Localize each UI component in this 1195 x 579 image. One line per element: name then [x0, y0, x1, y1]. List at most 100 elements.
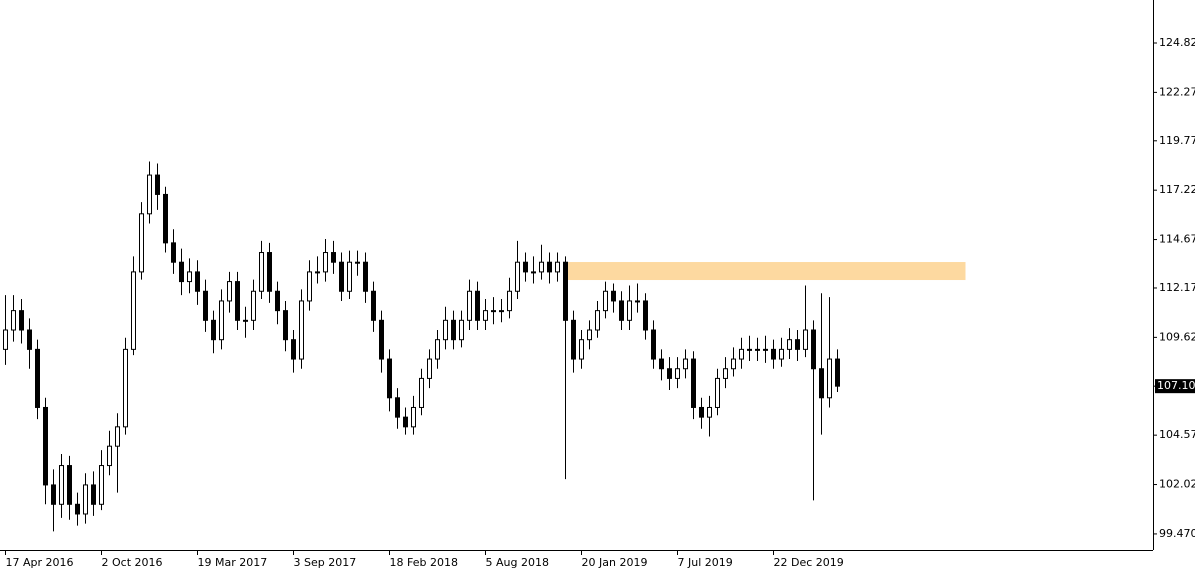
candle-body: [19, 310, 24, 331]
y-tick-label: 117.22: [1159, 183, 1195, 196]
candle-body: [11, 310, 16, 331]
candle-body: [483, 310, 488, 321]
candle-body: [419, 377, 424, 408]
candle-body: [187, 271, 192, 283]
y-tick-label: 114.67: [1159, 233, 1195, 246]
candle-body: [491, 310, 496, 313]
candle-body: [307, 271, 312, 302]
candle-body: [275, 290, 280, 312]
candle-body: [579, 339, 584, 360]
candle-body: [475, 290, 480, 321]
y-tick-label: 119.77: [1159, 134, 1195, 147]
candle-body: [3, 329, 8, 350]
candle-body: [779, 348, 784, 360]
x-tick-label: 2 Oct 2016: [102, 556, 163, 569]
x-tick-label: 7 Jul 2019: [678, 556, 733, 569]
candle-body: [723, 368, 728, 379]
x-tick-label: 5 Aug 2018: [486, 556, 549, 569]
candle-body: [195, 271, 200, 292]
candle-body: [171, 242, 176, 263]
candle-body: [763, 348, 768, 351]
candle-body: [99, 465, 104, 505]
candle-body: [283, 310, 288, 341]
candle-body: [787, 339, 792, 350]
candle-body: [563, 261, 568, 321]
candle-body: [331, 252, 336, 263]
candle-body: [499, 310, 504, 313]
candle-body: [443, 319, 448, 341]
candle-body: [531, 271, 536, 274]
x-tick-label: 20 Jan 2019: [582, 556, 648, 569]
candle-body: [611, 290, 616, 302]
x-tick-label: 22 Dec 2019: [774, 556, 844, 569]
candle-body: [43, 406, 48, 486]
candle-body: [219, 300, 224, 341]
candle-body: [771, 348, 776, 360]
candle-body: [379, 319, 384, 360]
candle-body: [747, 348, 752, 351]
candle-body: [291, 339, 296, 360]
candle-body: [107, 445, 112, 467]
candle-body: [547, 261, 552, 273]
candle-body: [459, 319, 464, 341]
x-tick-label: 18 Feb 2018: [390, 556, 458, 569]
candle-body: [363, 261, 368, 292]
candle-body: [515, 261, 520, 292]
y-tick-label: 124.82: [1159, 36, 1195, 49]
candle-body: [795, 339, 800, 350]
y-tick-label: 99.470: [1159, 527, 1195, 540]
y-tick-label: 102.02: [1159, 478, 1195, 491]
candle-body: [395, 397, 400, 418]
candle-body: [659, 358, 664, 370]
candle-body: [603, 290, 608, 312]
x-tick-label: 3 Sep 2017: [294, 556, 357, 569]
candle-body: [427, 358, 432, 379]
candle-body: [83, 484, 88, 515]
candle-body: [339, 261, 344, 292]
zone: [563, 262, 966, 281]
candle-body: [451, 319, 456, 341]
candle-body: [571, 319, 576, 360]
x-tick-label: 19 Mar 2017: [198, 556, 268, 569]
y-tick-label: 122.27: [1159, 85, 1195, 98]
candle-body: [371, 290, 376, 321]
candle-body: [715, 377, 720, 408]
candle-body: [203, 290, 208, 321]
candle-body: [411, 406, 416, 428]
candle-body: [323, 252, 328, 273]
candle-body: [179, 261, 184, 283]
candle-body: [387, 358, 392, 399]
candle-body: [347, 261, 352, 292]
candle-body: [803, 329, 808, 350]
candle-body: [731, 358, 736, 370]
candle-body: [267, 252, 272, 292]
candle-body: [595, 310, 600, 331]
candle-body: [211, 319, 216, 341]
candle-body: [163, 193, 168, 244]
candle-body: [59, 465, 64, 505]
candle-body: [699, 406, 704, 418]
candle-body: [227, 281, 232, 302]
y-tick-label: 112.17: [1159, 281, 1195, 294]
last-price-box: [1155, 379, 1195, 394]
candle-body: [35, 348, 40, 408]
candle-body: [27, 329, 32, 350]
candle-body: [299, 300, 304, 360]
candle-body: [587, 329, 592, 341]
candle-body: [523, 261, 528, 273]
candle-body: [131, 271, 136, 350]
candle-body: [819, 368, 824, 399]
candle-body: [147, 174, 152, 215]
candle-body: [315, 271, 320, 274]
candle-body: [555, 261, 560, 273]
candle-body: [251, 290, 256, 321]
candle-body: [355, 261, 360, 264]
candle-body: [755, 348, 760, 351]
candle-body: [91, 484, 96, 505]
candle-body: [827, 358, 832, 399]
candle-body: [115, 426, 120, 447]
candle-body: [683, 358, 688, 370]
candle-body: [739, 348, 744, 360]
candle-body: [651, 329, 656, 360]
